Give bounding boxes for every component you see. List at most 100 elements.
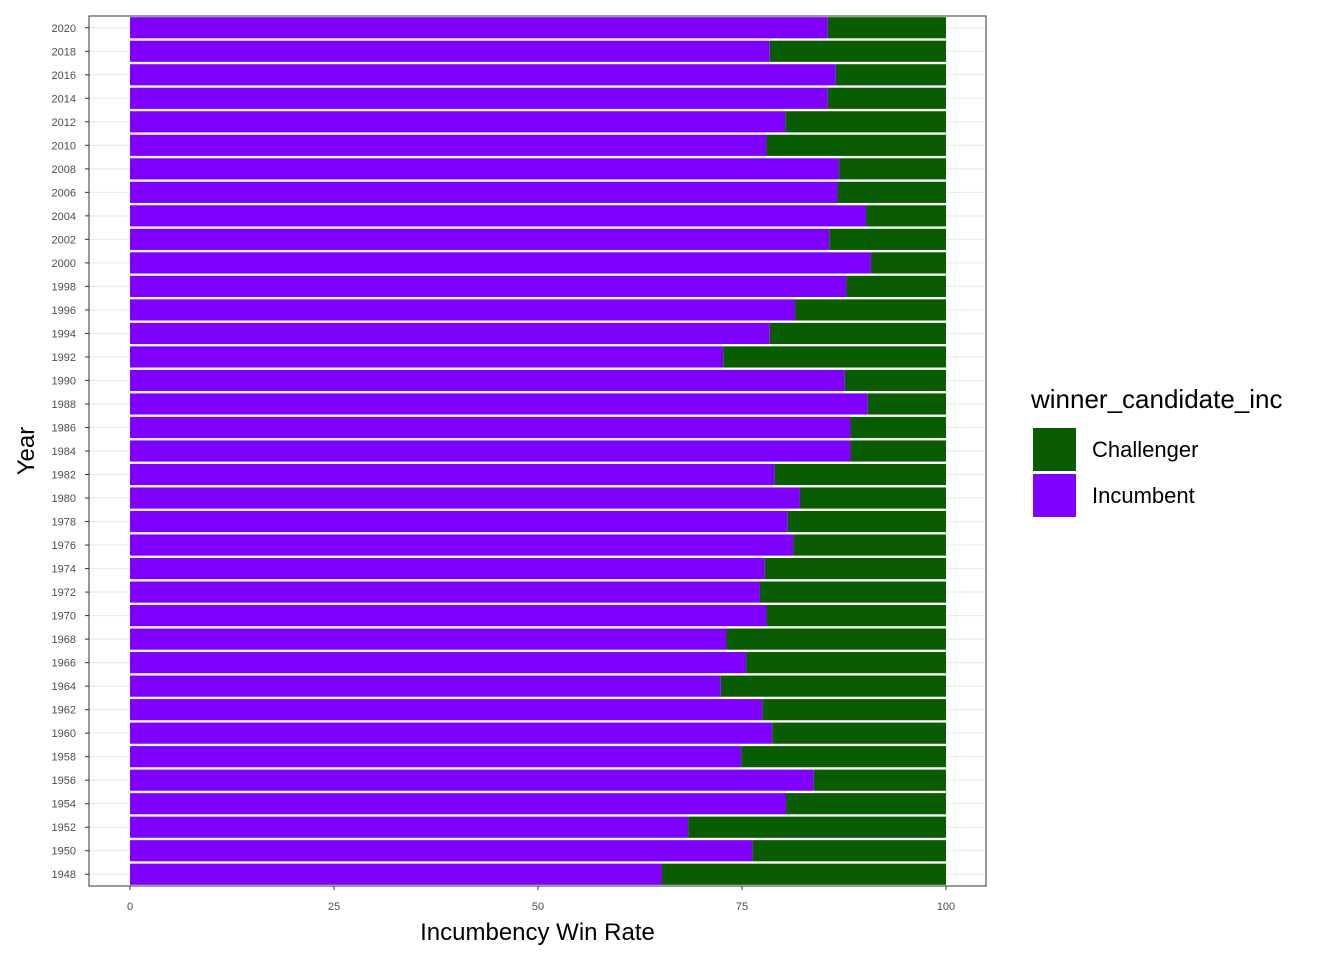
bar-challenger (769, 40, 946, 62)
bar-challenger (813, 769, 946, 791)
bar-incumbent (130, 17, 828, 39)
bar-incumbent (130, 722, 773, 744)
bar-incumbent (130, 64, 836, 86)
bar-incumbent (130, 393, 868, 415)
bar-incumbent (130, 793, 787, 815)
y-tick-label: 2018 (52, 46, 76, 58)
bar-incumbent (130, 369, 845, 392)
bar-incumbent (130, 699, 763, 721)
y-tick-label: 1998 (52, 281, 76, 293)
bar-incumbent (130, 134, 767, 156)
y-tick-label: 1960 (52, 728, 76, 740)
x-tick-label: 25 (328, 901, 340, 913)
bar-challenger (837, 181, 946, 203)
bar-incumbent (130, 440, 851, 462)
bar-challenger (850, 416, 946, 439)
x-tick-label: 100 (937, 901, 955, 913)
bar-incumbent (130, 252, 871, 274)
bar-incumbent (130, 863, 663, 885)
y-tick-label: 2020 (52, 23, 76, 35)
y-tick-label: 2010 (52, 140, 76, 152)
bar-challenger (793, 534, 946, 556)
y-tick-label: 1976 (52, 540, 76, 552)
bar-challenger (741, 746, 946, 768)
y-tick-label: 1986 (52, 422, 76, 434)
bar-incumbent (130, 87, 828, 109)
bar-challenger (688, 816, 946, 838)
bar-incumbent (130, 346, 724, 368)
y-tick-label: 1968 (52, 634, 76, 646)
bar-incumbent (130, 40, 770, 62)
bar-challenger (827, 87, 946, 109)
bar-challenger (769, 322, 946, 345)
legend-label-incumbent: Incumbent (1092, 483, 1195, 508)
y-tick-label: 1972 (52, 587, 76, 599)
y-tick-label: 2006 (52, 187, 76, 199)
y-tick-label: 2012 (52, 117, 76, 129)
y-tick-label: 1952 (52, 822, 76, 834)
bar-challenger (766, 605, 946, 627)
bar-incumbent (130, 322, 770, 345)
bar-incumbent (130, 581, 760, 603)
bar-challenger (772, 722, 946, 744)
bar-challenger (662, 863, 946, 885)
y-tick-label: 2014 (52, 93, 76, 105)
bar-incumbent (130, 652, 747, 674)
y-tick-label: 1984 (52, 446, 76, 458)
y-tick-label: 1956 (52, 775, 76, 787)
y-axis-title: Year (13, 427, 40, 476)
bar-challenger (846, 275, 946, 297)
y-axis: 1948 1950 1952 1954 1956 1958 1960 1962 1964 1966… (52, 23, 89, 881)
y-tick-label: 1958 (52, 752, 76, 764)
bar-challenger (844, 369, 946, 392)
y-tick-label: 2004 (52, 211, 76, 223)
y-tick-label: 1978 (52, 517, 76, 529)
x-tick-label: 75 (736, 901, 748, 913)
bar-challenger (746, 652, 946, 674)
legend-swatch-challenger (1033, 428, 1076, 471)
bar-challenger (785, 111, 946, 133)
y-tick-label: 1974 (52, 564, 76, 576)
y-tick-label: 2016 (52, 70, 76, 82)
bar-incumbent (130, 463, 775, 486)
bar-challenger (774, 463, 946, 486)
bar-challenger (867, 393, 946, 415)
x-axis: 0 25 50 75 100 (127, 886, 955, 913)
bar-challenger (866, 205, 946, 227)
y-tick-label: 1966 (52, 658, 76, 670)
bar-incumbent (130, 840, 753, 862)
legend-entries: Challenger Incumbent (1033, 428, 1198, 517)
bar-challenger (786, 793, 946, 815)
y-tick-label: 1992 (52, 352, 76, 364)
bar-incumbent (130, 416, 851, 439)
bar-incumbent (130, 510, 788, 533)
bar-incumbent (130, 228, 830, 250)
y-tick-label: 1990 (52, 375, 76, 387)
y-tick-label: 1964 (52, 681, 76, 693)
bar-incumbent (130, 111, 786, 133)
bar-challenger (839, 158, 946, 180)
y-tick-label: 1982 (52, 470, 76, 482)
bar-incumbent (130, 158, 840, 180)
y-tick-label: 1954 (52, 799, 76, 811)
y-tick-label: 1950 (52, 846, 76, 858)
y-tick-label: 1980 (52, 493, 76, 505)
bar-challenger (726, 628, 946, 650)
bar-incumbent (130, 816, 689, 838)
bar-incumbent (130, 487, 800, 509)
bar-challenger (829, 228, 946, 250)
legend-title: winner_candidate_inc (1030, 384, 1283, 414)
bar-incumbent (130, 769, 814, 791)
y-tick-label: 2000 (52, 258, 76, 270)
bar-incumbent (130, 557, 765, 580)
bar-incumbent (130, 299, 796, 321)
bar-challenger (752, 840, 946, 862)
y-tick-label: 2002 (52, 234, 76, 246)
x-axis-title: Incumbency Win Rate (420, 919, 655, 946)
y-tick-label: 2008 (52, 164, 76, 176)
y-tick-label: 1988 (52, 399, 76, 411)
bar-incumbent (130, 534, 794, 556)
bar-incumbent (130, 275, 847, 297)
y-tick-label: 1996 (52, 305, 76, 317)
